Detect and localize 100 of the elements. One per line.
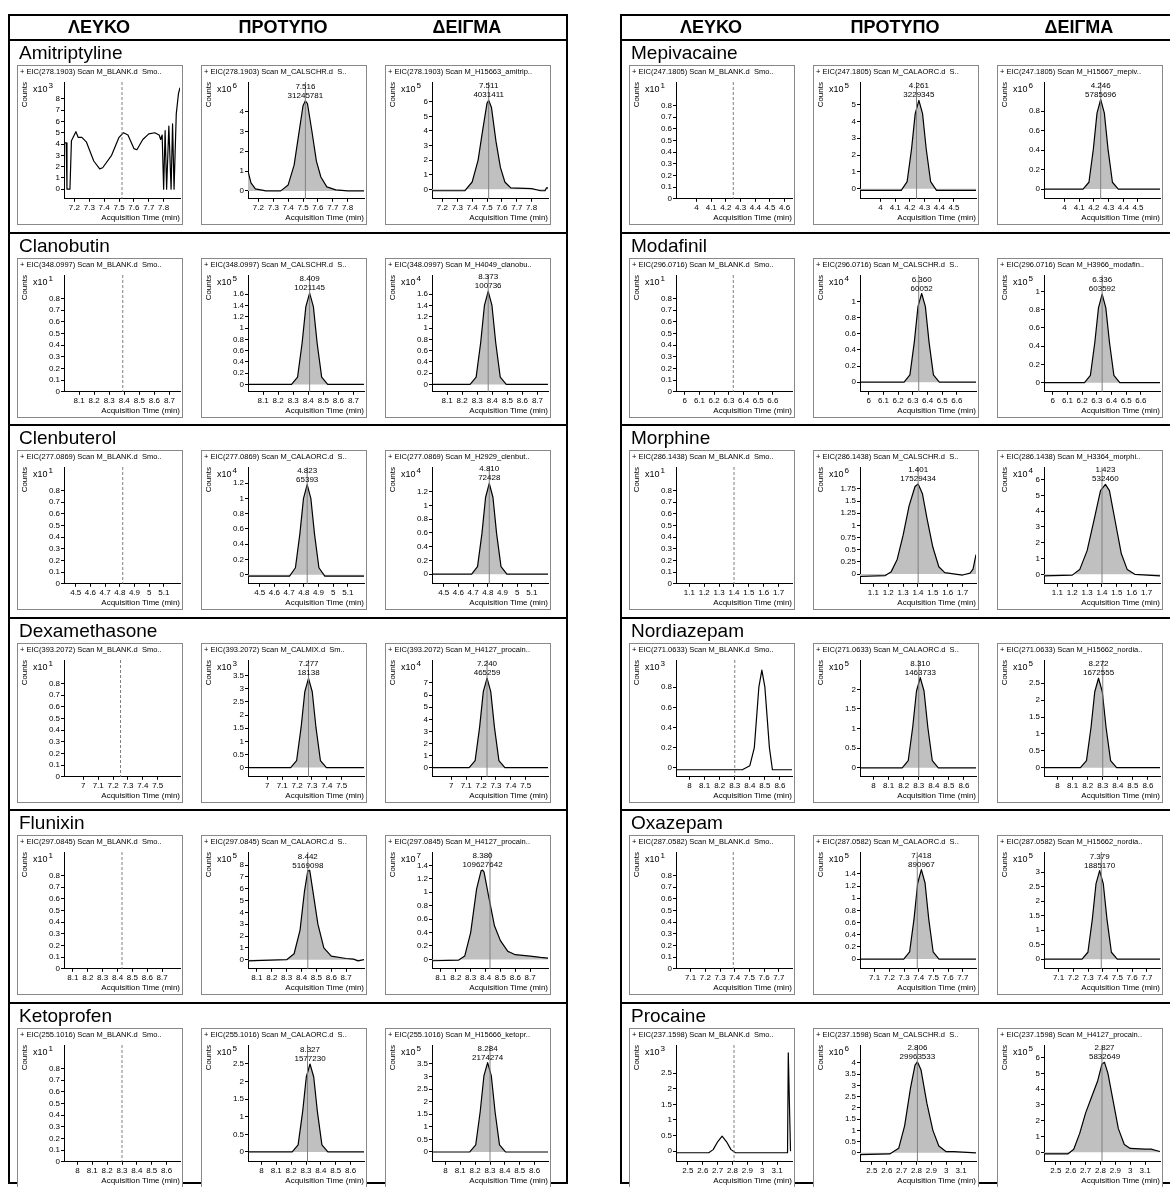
x-tick-label: 8.3 bbox=[116, 1165, 129, 1175]
x-tick-label: 8.6 bbox=[774, 780, 787, 790]
x-axis-title: Acquisition Time (min) bbox=[897, 213, 977, 223]
x-tick-label: 6 bbox=[682, 395, 688, 405]
y-tick-label: 0.4 bbox=[416, 927, 429, 937]
x-tick-label: 8.5 bbox=[501, 395, 514, 405]
y-tick-label: 3 bbox=[851, 1080, 857, 1090]
x-tick-label: 8 bbox=[687, 780, 693, 790]
y-tick-label: 2 bbox=[851, 1103, 857, 1113]
y-tick-label: 0.2 bbox=[660, 170, 673, 180]
y-axis-title: Counts bbox=[204, 1045, 213, 1071]
x-tick-label: 7.5 bbox=[927, 972, 940, 982]
x-tick-label: 8 bbox=[75, 1165, 81, 1175]
x-tick-label: 2.5 bbox=[866, 1165, 879, 1175]
annotation: 4.261 3229345 bbox=[903, 81, 935, 100]
y-tick-label: 0.1 bbox=[660, 182, 673, 192]
x-tick-label: 8.4 bbox=[118, 395, 131, 405]
y-tick-label: 3 bbox=[423, 140, 429, 150]
x-tick-label: 7.5 bbox=[520, 780, 532, 790]
y-tick-label: 0.2 bbox=[844, 361, 857, 371]
y-tick-label: 2 bbox=[1035, 896, 1041, 906]
y-tick-label: 0.2 bbox=[1028, 164, 1041, 174]
x-axis-title: Acquisition Time (min) bbox=[897, 598, 977, 608]
x-axis-title: Acquisition Time (min) bbox=[713, 406, 793, 416]
y-tick-label: 0.4 bbox=[232, 357, 245, 367]
x-tick-label: 8.5 bbox=[1127, 780, 1139, 790]
y-axis-title: Counts bbox=[204, 275, 213, 301]
y-tick-label: 0.25 bbox=[840, 557, 857, 567]
x-tick-label: 1.1 bbox=[867, 587, 880, 597]
x-tick-label: 8.4 bbox=[295, 972, 308, 982]
x-tick-label: 8.5 bbox=[310, 972, 323, 982]
y-tick-label: 0.6 bbox=[660, 893, 673, 903]
x-axis-title: Acquisition Time (min) bbox=[285, 213, 365, 223]
x-tick-label: 8.5 bbox=[317, 395, 330, 405]
y-tick-label: 4 bbox=[423, 126, 429, 136]
x-axis-title: Acquisition Time (min) bbox=[285, 406, 365, 416]
y-tick-label: 4 bbox=[851, 116, 857, 126]
y-tick-label: 0.4 bbox=[660, 340, 673, 350]
x-tick-label: 7.5 bbox=[1111, 972, 1124, 982]
x-tick-label: 1.6 bbox=[758, 587, 770, 597]
y-tick-label: 0.8 bbox=[660, 870, 673, 880]
x-tick-label: 4.2 bbox=[1088, 202, 1101, 212]
x-tick-label: 6.1 bbox=[693, 395, 706, 405]
y-tick-label: 0.6 bbox=[48, 893, 61, 903]
y-tick-label: 1.4 bbox=[844, 869, 857, 879]
y-tick-label: 2.5 bbox=[1028, 881, 1041, 891]
x-tick-label: 7.6 bbox=[128, 202, 141, 212]
x-tick-label: 7.2 bbox=[107, 780, 120, 790]
x-tick-label: 4.2 bbox=[720, 202, 733, 212]
annotation: 8.284 2174274 bbox=[472, 1043, 504, 1062]
x-tick-label: 6.1 bbox=[1061, 395, 1074, 405]
x-tick-label: 8 bbox=[871, 780, 877, 790]
x-axis-title: Acquisition Time (min) bbox=[285, 1176, 365, 1186]
text: ΠΡΟΤΥΠΟ bbox=[849, 16, 941, 39]
x-tick-label: 8.7 bbox=[156, 972, 169, 982]
y-tick-label: 1 bbox=[851, 893, 857, 903]
x-tick-label: 7.2 bbox=[252, 202, 265, 212]
x-tick-label: 8.3 bbox=[913, 780, 925, 790]
y-tick-label: 0.2 bbox=[1028, 359, 1041, 369]
y-tick-label: 7 bbox=[423, 678, 429, 688]
chart-subtitle: Clenbuterol bbox=[19, 427, 117, 449]
y-tick-label: 0.8 bbox=[660, 485, 673, 495]
y-axis-title: Counts bbox=[388, 1045, 397, 1071]
x-tick-label: 8.5 bbox=[330, 1165, 342, 1175]
y-tick-label: 1 bbox=[1035, 925, 1041, 935]
annotation: 7.379 1885170 bbox=[1084, 851, 1116, 870]
annotation: 1.423 532460 bbox=[1092, 465, 1120, 484]
y-axis-title: Counts bbox=[20, 852, 29, 878]
x-tick-label: 4.6 bbox=[779, 202, 791, 212]
x-tick-label: 7.4 bbox=[466, 202, 479, 212]
x-tick-label: 7.8 bbox=[526, 202, 538, 212]
y-tick-label: 0.4 bbox=[844, 345, 857, 355]
x-axis-title: Acquisition Time (min) bbox=[1081, 983, 1161, 993]
x-tick-label: 8.1 bbox=[86, 1165, 99, 1175]
x-tick-label: 2.8 bbox=[1094, 1165, 1107, 1175]
x-tick-label: 8.2 bbox=[272, 395, 285, 405]
y-tick-label: 0.4 bbox=[660, 532, 673, 542]
x-tick-label: 7.7 bbox=[143, 202, 155, 212]
y-tick-label: 0.8 bbox=[416, 514, 429, 524]
y-tick-label: 0.5 bbox=[232, 1129, 245, 1139]
y-tick-label: 0.8 bbox=[660, 100, 673, 110]
annotation: 8.409 1021145 bbox=[294, 274, 326, 293]
y-tick-label: 1 bbox=[851, 723, 857, 733]
x-tick-label: 4.2 bbox=[904, 202, 917, 212]
y-tick-label: 1.5 bbox=[844, 704, 857, 714]
y-tick-label: 0.2 bbox=[232, 368, 245, 378]
x-tick-label: 2.7 bbox=[1080, 1165, 1092, 1175]
y-axis-title: Counts bbox=[1000, 275, 1009, 301]
y-tick-label: 0.2 bbox=[844, 942, 857, 952]
x-tick-label: 2.9 bbox=[741, 1165, 754, 1175]
x-axis-title: Acquisition Time (min) bbox=[713, 598, 793, 608]
x-tick-label: 8.6 bbox=[148, 395, 161, 405]
y-tick-label: 0.6 bbox=[1028, 323, 1041, 333]
x-tick-label: 7.4 bbox=[321, 780, 333, 790]
x-tick-label: 8.1 bbox=[270, 1165, 283, 1175]
y-tick-label: 1 bbox=[239, 166, 245, 176]
y-tick-label: 0.8 bbox=[48, 678, 61, 688]
x-tick-label: 8.5 bbox=[133, 395, 146, 405]
chart-subtitle: Flunixin bbox=[19, 812, 85, 834]
x-axis-title: Acquisition Time (min) bbox=[101, 791, 181, 801]
